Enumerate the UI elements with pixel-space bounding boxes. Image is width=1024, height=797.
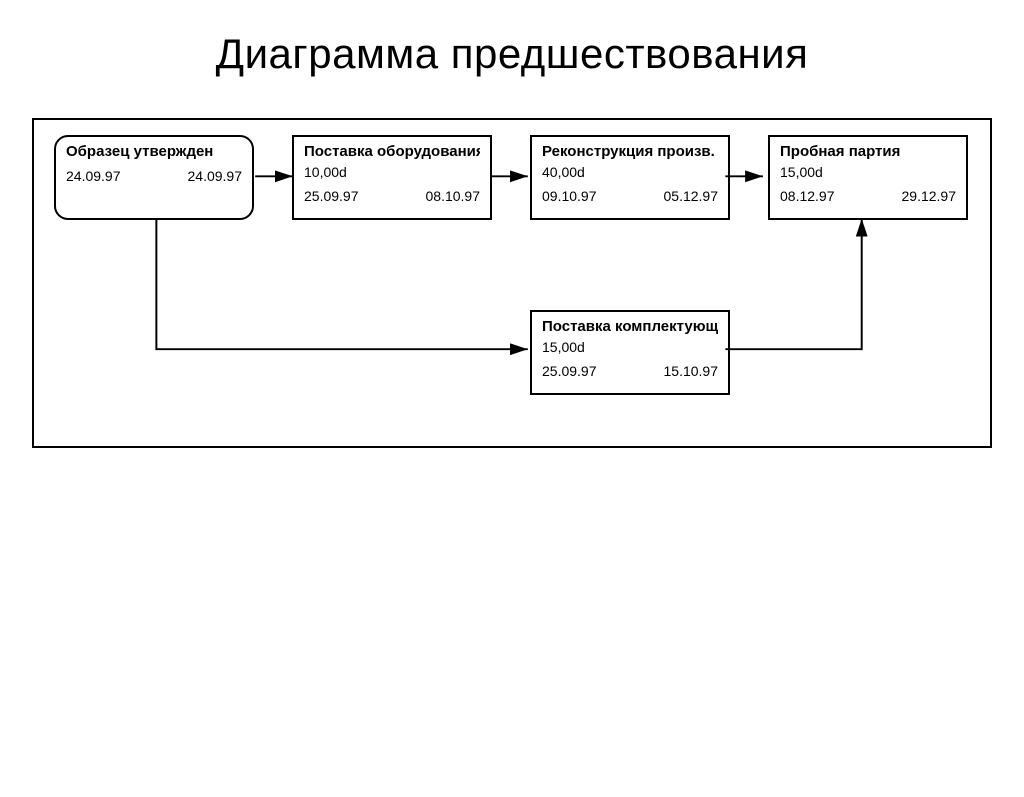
node-end-date: 05.12.97	[664, 188, 719, 204]
node-duration: 40,00d	[542, 164, 718, 180]
node-sample-approved: Образец утвержден 24.09.97 24.09.97	[54, 135, 254, 220]
node-components-delivery: Поставка комплектующих 15,00d 25.09.97 1…	[530, 310, 730, 395]
node-label: Поставка комплектующих	[542, 318, 718, 335]
node-label: Реконструкция произв.	[542, 143, 718, 160]
edge-n5-n4	[725, 219, 861, 349]
node-equipment-delivery: Поставка оборудования 10,00d 25.09.97 08…	[292, 135, 492, 220]
page-title: Диаграмма предшествования	[0, 30, 1024, 78]
node-duration: 15,00d	[542, 339, 718, 355]
node-start-date: 25.09.97	[304, 188, 359, 204]
node-start-date: 24.09.97	[66, 168, 121, 184]
node-end-date: 29.12.97	[902, 188, 957, 204]
node-start-date: 09.10.97	[542, 188, 597, 204]
node-duration: 15,00d	[780, 164, 956, 180]
node-end-date: 08.10.97	[426, 188, 481, 204]
node-end-date: 15.10.97	[664, 363, 719, 379]
node-end-date: 24.09.97	[188, 168, 243, 184]
edge-n1-n5	[156, 219, 527, 349]
node-label: Пробная партия	[780, 143, 956, 160]
node-duration: 10,00d	[304, 164, 480, 180]
precedence-diagram: Образец утвержден 24.09.97 24.09.97 Пост…	[32, 118, 992, 448]
node-label: Образец утвержден	[66, 143, 242, 160]
node-trial-batch: Пробная партия 15,00d 08.12.97 29.12.97	[768, 135, 968, 220]
node-reconstruction: Реконструкция произв. 40,00d 09.10.97 05…	[530, 135, 730, 220]
node-start-date: 25.09.97	[542, 363, 597, 379]
node-start-date: 08.12.97	[780, 188, 835, 204]
node-label: Поставка оборудования	[304, 143, 480, 160]
